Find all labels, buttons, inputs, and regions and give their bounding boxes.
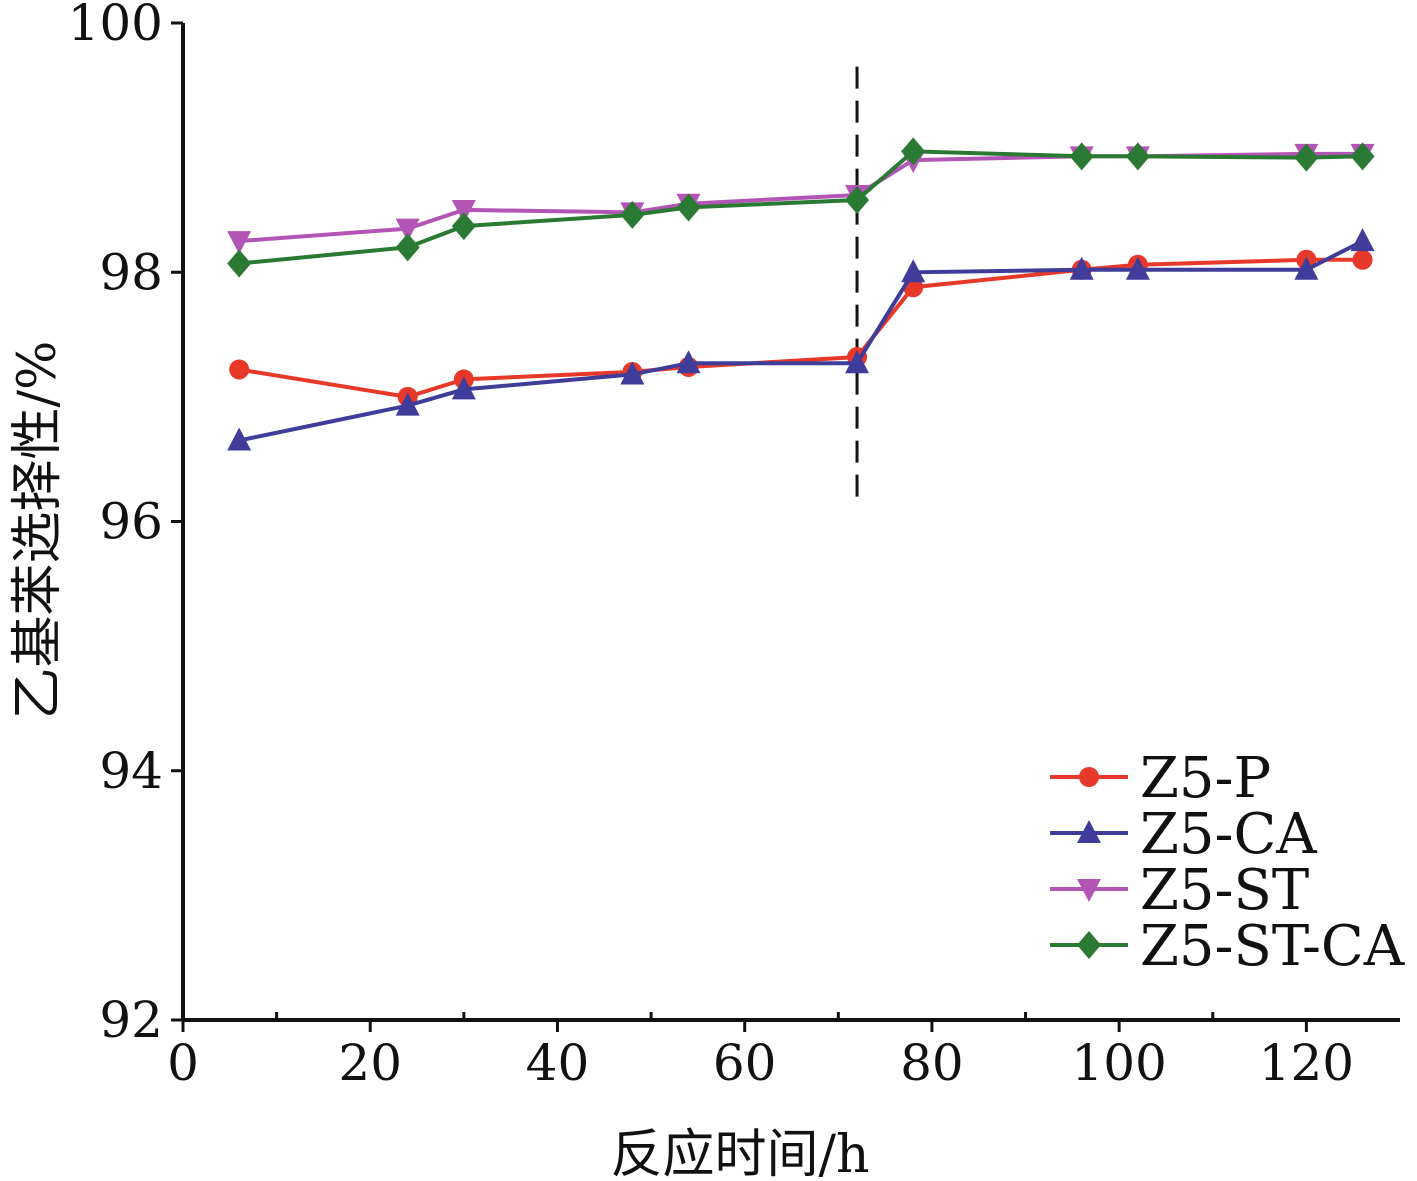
data-point-z5-st-ca	[1350, 142, 1375, 171]
y-tick-label: 98	[99, 243, 163, 301]
data-point-z5-ca	[1294, 256, 1319, 280]
x-tick-label: 20	[338, 1034, 402, 1092]
data-point-z5-ca	[1350, 228, 1375, 252]
data-point-z5-st-ca	[1294, 143, 1319, 172]
legend-marker-z5-p	[1079, 767, 1099, 787]
plot-area	[227, 66, 1375, 503]
data-point-z5-ca	[901, 259, 926, 283]
data-point-z5-ca	[395, 392, 420, 416]
legend-label-z5-ca: Z5-CA	[1140, 802, 1317, 867]
legend-label-z5-p: Z5-P	[1140, 746, 1271, 811]
data-point-z5-ca	[1069, 256, 1094, 280]
data-point-z5-st-ca	[845, 185, 870, 214]
y-tick-label: 92	[99, 991, 163, 1049]
data-point-z5-st	[395, 218, 420, 242]
x-axis-title: 反应时间/h	[610, 1125, 869, 1181]
data-point-z5-ca	[1125, 256, 1150, 280]
data-point-z5-st-ca	[676, 193, 701, 222]
data-point-z5-p	[1352, 249, 1373, 270]
data-point-z5-st-ca	[1069, 142, 1094, 171]
x-tick-label: 100	[1071, 1034, 1166, 1092]
y-axis-title: 乙基苯选择性/%	[8, 341, 68, 720]
legend-label-z5-st: Z5-ST	[1140, 858, 1309, 923]
series-line-z5-p	[238, 257, 1363, 399]
legend-marker-z5-st	[1077, 879, 1101, 902]
legend-label-z5-st-ca: Z5-ST-CA	[1140, 914, 1405, 979]
x-tick-label: 120	[1259, 1034, 1354, 1092]
data-point-z5-st	[227, 231, 252, 255]
y-tick-label: 94	[99, 742, 163, 800]
data-point-z5-st-ca	[1125, 142, 1150, 171]
data-point-z5-ca	[620, 361, 645, 385]
data-point-z5-p	[229, 359, 250, 380]
axes: 0 20 40 60 80 100 120 92 94 96 98 100	[68, 0, 1400, 1092]
x-tick-label: 40	[526, 1034, 590, 1092]
data-point-z5-ca	[845, 350, 870, 374]
data-point-z5-st-ca	[395, 233, 420, 262]
data-point-z5-st	[451, 199, 476, 223]
data-point-z5-st-ca	[620, 200, 645, 229]
data-point-z5-ca	[676, 350, 701, 374]
data-point-z5-st-ca	[227, 249, 252, 278]
y-tick-label: 96	[99, 493, 163, 551]
x-tick-label: 80	[900, 1034, 964, 1092]
y-tick-label: 100	[68, 0, 163, 52]
legend-marker-z5-ca	[1077, 820, 1101, 843]
data-point-z5-ca	[451, 376, 476, 400]
x-tick-label: 0	[167, 1034, 199, 1092]
data-point-z5-st-ca	[901, 137, 926, 166]
data-point-z5-ca	[227, 427, 252, 451]
data-point-z5-st-ca	[451, 212, 476, 241]
legend-marker-z5-st-ca	[1077, 931, 1101, 959]
x-tick-label: 60	[713, 1034, 777, 1092]
